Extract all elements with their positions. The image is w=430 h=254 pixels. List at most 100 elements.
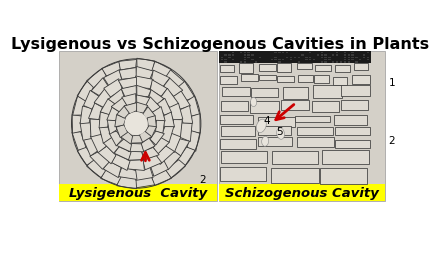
Bar: [308, 60, 310, 61]
Bar: [220, 126, 254, 137]
Text: 2: 2: [387, 135, 394, 145]
Polygon shape: [153, 138, 169, 155]
Bar: [247, 57, 249, 59]
Bar: [333, 116, 366, 125]
Bar: [221, 151, 266, 163]
Polygon shape: [163, 151, 181, 170]
Polygon shape: [165, 71, 184, 89]
Polygon shape: [163, 79, 182, 97]
Bar: [271, 152, 317, 165]
Bar: [282, 87, 307, 100]
Bar: [343, 60, 345, 61]
Bar: [250, 101, 278, 113]
Bar: [289, 60, 292, 61]
Bar: [332, 77, 346, 85]
Polygon shape: [89, 152, 109, 170]
Polygon shape: [83, 138, 99, 156]
Bar: [366, 53, 368, 54]
Polygon shape: [147, 116, 156, 128]
Polygon shape: [101, 62, 120, 77]
Bar: [311, 101, 339, 112]
Bar: [343, 53, 345, 54]
Polygon shape: [117, 177, 136, 189]
Bar: [358, 60, 361, 61]
Polygon shape: [191, 114, 200, 133]
Bar: [335, 62, 338, 64]
Polygon shape: [135, 177, 154, 188]
Polygon shape: [118, 78, 136, 90]
Polygon shape: [111, 98, 126, 113]
Polygon shape: [179, 123, 192, 142]
Polygon shape: [150, 132, 164, 146]
Bar: [219, 140, 255, 149]
Bar: [352, 76, 369, 85]
Bar: [324, 57, 326, 59]
Polygon shape: [90, 133, 107, 153]
Bar: [220, 115, 253, 124]
Text: 1: 1: [387, 78, 394, 88]
Polygon shape: [151, 170, 171, 186]
Bar: [220, 57, 222, 59]
Polygon shape: [73, 97, 86, 116]
Polygon shape: [103, 162, 121, 178]
Polygon shape: [136, 86, 150, 97]
Polygon shape: [136, 59, 154, 72]
Bar: [347, 57, 349, 59]
Polygon shape: [144, 126, 156, 138]
Polygon shape: [179, 106, 192, 124]
Polygon shape: [103, 137, 119, 154]
Polygon shape: [141, 148, 159, 161]
Bar: [231, 53, 234, 54]
Bar: [243, 53, 246, 54]
Bar: [218, 52, 384, 201]
Bar: [258, 118, 294, 128]
Bar: [278, 62, 280, 64]
Bar: [312, 60, 314, 61]
Bar: [339, 62, 341, 64]
Polygon shape: [77, 147, 95, 166]
Bar: [278, 53, 280, 54]
Polygon shape: [138, 132, 151, 144]
Bar: [308, 57, 310, 59]
Bar: [255, 62, 257, 64]
Polygon shape: [128, 160, 144, 171]
Bar: [220, 65, 233, 73]
Polygon shape: [187, 131, 199, 152]
Bar: [340, 100, 368, 111]
Bar: [218, 184, 384, 201]
Bar: [328, 57, 330, 59]
Polygon shape: [121, 86, 136, 99]
Bar: [320, 57, 322, 59]
Bar: [294, 116, 329, 122]
Polygon shape: [114, 115, 126, 127]
Polygon shape: [117, 106, 129, 119]
Bar: [243, 57, 246, 59]
Bar: [219, 168, 265, 181]
Polygon shape: [72, 132, 86, 151]
Polygon shape: [135, 103, 147, 114]
Bar: [297, 57, 299, 59]
Polygon shape: [156, 146, 174, 165]
Polygon shape: [116, 140, 132, 152]
Bar: [340, 86, 369, 97]
Bar: [297, 64, 312, 70]
Bar: [224, 60, 226, 61]
Bar: [240, 75, 257, 82]
Polygon shape: [150, 81, 167, 97]
Bar: [354, 62, 357, 64]
Polygon shape: [151, 62, 171, 78]
Bar: [319, 168, 367, 184]
Bar: [335, 55, 338, 57]
Bar: [334, 66, 350, 72]
Bar: [243, 55, 246, 57]
Text: 5: 5: [275, 127, 282, 137]
Bar: [224, 62, 226, 64]
Bar: [258, 138, 291, 146]
Bar: [328, 60, 330, 61]
Bar: [218, 52, 370, 64]
Bar: [343, 55, 345, 57]
Text: Lysigenous  Cavity: Lysigenous Cavity: [68, 186, 206, 199]
Bar: [332, 62, 334, 64]
Bar: [320, 62, 322, 64]
Polygon shape: [88, 104, 102, 120]
